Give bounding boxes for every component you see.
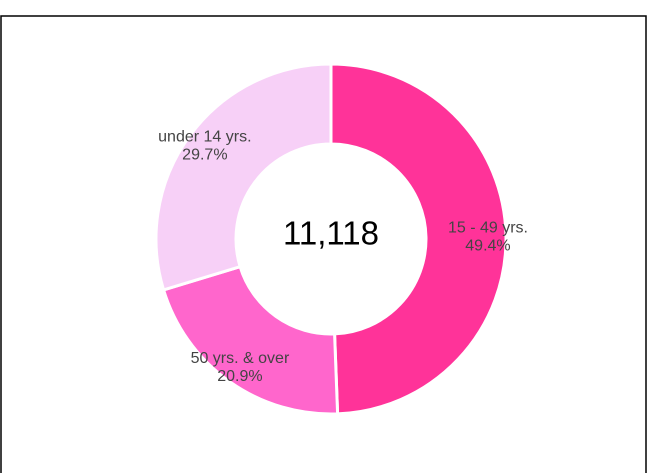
slice-label: 50 yrs. & over <box>191 350 290 367</box>
center-total: 11,118 <box>283 215 379 252</box>
slice-value-label: 20.9% <box>217 368 262 385</box>
slice-label: 15 - 49 yrs. <box>448 219 528 236</box>
slice-label: under 14 yrs. <box>158 129 251 146</box>
slice-value-label: 29.7% <box>182 147 227 164</box>
donut-slice <box>154 62 333 292</box>
slice-value-label: 49.4% <box>465 237 510 254</box>
donut-slice <box>161 264 340 416</box>
donut-slice <box>329 62 508 416</box>
